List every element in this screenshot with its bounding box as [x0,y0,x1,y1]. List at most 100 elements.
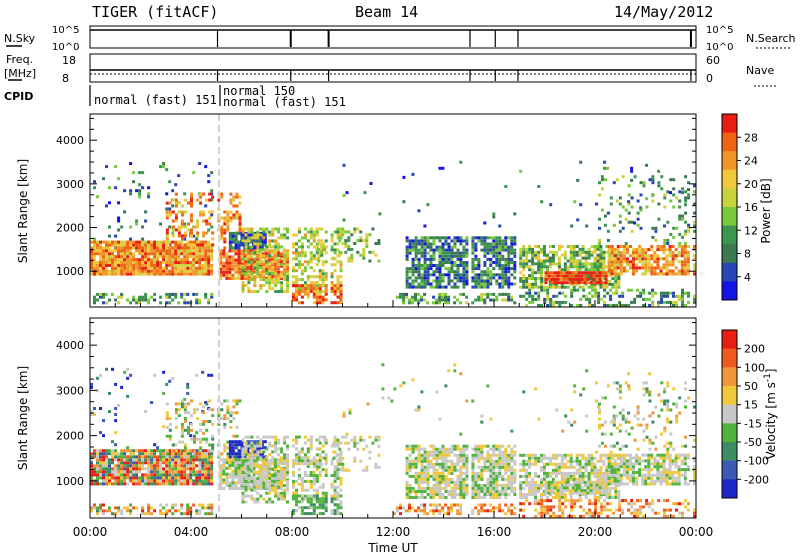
heatmap-cell [617,279,621,283]
heatmap-cell [300,301,304,305]
heatmap-cell [220,408,224,412]
heatmap-cell [111,269,114,273]
heatmap-cell [426,239,430,243]
heatmap-cell [642,304,646,307]
heatmap-cell [324,506,328,510]
heatmap-cell [303,497,307,501]
heatmap-cell [108,234,111,238]
heatmap-cell [228,261,232,265]
heatmap-cell [108,506,111,510]
heatmap-cell [519,271,523,275]
heatmap-cell [99,458,102,462]
heatmap-cell [225,252,229,256]
heatmap-cell [674,272,678,276]
heatmap-cell [195,473,199,477]
heatmap-cell [309,230,313,234]
heatmap-cell [196,219,200,223]
heatmap-cell [306,456,310,460]
heatmap-cell [174,458,178,462]
heatmap-cell [279,255,283,259]
heatmap-cell [244,462,248,466]
heatmap-cell [447,261,451,264]
heatmap-cell [231,472,235,476]
heatmap-cell [283,435,287,439]
heatmap-cell [309,471,313,474]
heatmap-cell [554,250,558,254]
heatmap-cell [271,266,275,270]
heatmap-cell [359,230,363,234]
heatmap-cell [303,459,307,463]
heatmap-cell [259,248,263,252]
heatmap-cell [259,450,263,454]
heatmap-cell [492,251,496,255]
heatmap-cell [204,449,208,453]
heatmap-cell [249,466,253,470]
heatmap-cell [207,269,211,273]
heatmap-cell [198,455,202,459]
heatmap-cell [420,477,424,481]
heatmap-cell [435,459,439,463]
heatmap-cell [252,240,256,244]
heatmap-cell [303,456,307,460]
heatmap-cell [108,464,111,468]
heatmap-cell [219,484,223,488]
heatmap-cell [258,458,262,462]
heatmap-cell [159,261,163,264]
heatmap-cell [274,260,278,264]
heatmap-cell [283,462,287,466]
heatmap-cell [240,478,244,482]
heatmap-cell [120,258,124,262]
heatmap-cell [312,292,316,296]
heatmap-cell [96,512,99,516]
heatmap-cell [602,259,606,263]
heatmap-cell [426,474,430,478]
freq-tick-top: 18 [62,54,76,67]
heatmap-cell [312,509,316,513]
heatmap-cell [603,288,607,292]
heatmap-cell [603,178,607,182]
heatmap-cell [249,249,253,253]
heatmap-cell [168,476,172,480]
heatmap-cell [262,275,266,279]
heatmap-cell [222,472,226,476]
heatmap-cell [225,270,229,274]
heatmap-cell [186,509,190,513]
heatmap-cell [292,266,295,270]
heatmap-cell [231,464,235,467]
heatmap-cell [630,220,634,224]
heatmap-cell [283,453,287,457]
heatmap-cell [525,247,529,251]
heatmap-cell [607,260,611,264]
heatmap-cell [651,194,655,198]
heatmap-cell [336,438,340,442]
heatmap-cell [474,264,478,267]
heatmap-cell [93,301,96,305]
heatmap-cell [312,512,316,516]
heatmap-cell [165,512,169,516]
heatmap-cell [190,428,193,432]
heatmap-cell [324,292,328,296]
heatmap-cell [324,230,328,234]
heatmap-cell [297,500,301,504]
heatmap-cell [456,276,460,280]
heatmap-cell [341,468,345,472]
heatmap-cell [362,247,366,251]
heatmap-cell [208,449,212,453]
heatmap-cell [114,482,118,486]
heatmap-cell [438,236,442,240]
heatmap-cell [226,216,230,220]
heatmap-cell [141,237,145,241]
heatmap-cell [672,235,676,239]
heatmap-cell [267,249,271,253]
heatmap-cell [123,467,127,471]
heatmap-cell [277,441,281,445]
heatmap-cell [105,204,108,208]
heatmap-cell [171,503,175,507]
heatmap-cell [498,282,502,286]
heatmap-cell [165,449,169,453]
heatmap-cell [210,213,214,217]
heatmap-cell [456,285,460,289]
heatmap-cell [168,458,172,462]
heatmap-cell [303,435,307,439]
heatmap-cell [362,468,366,472]
